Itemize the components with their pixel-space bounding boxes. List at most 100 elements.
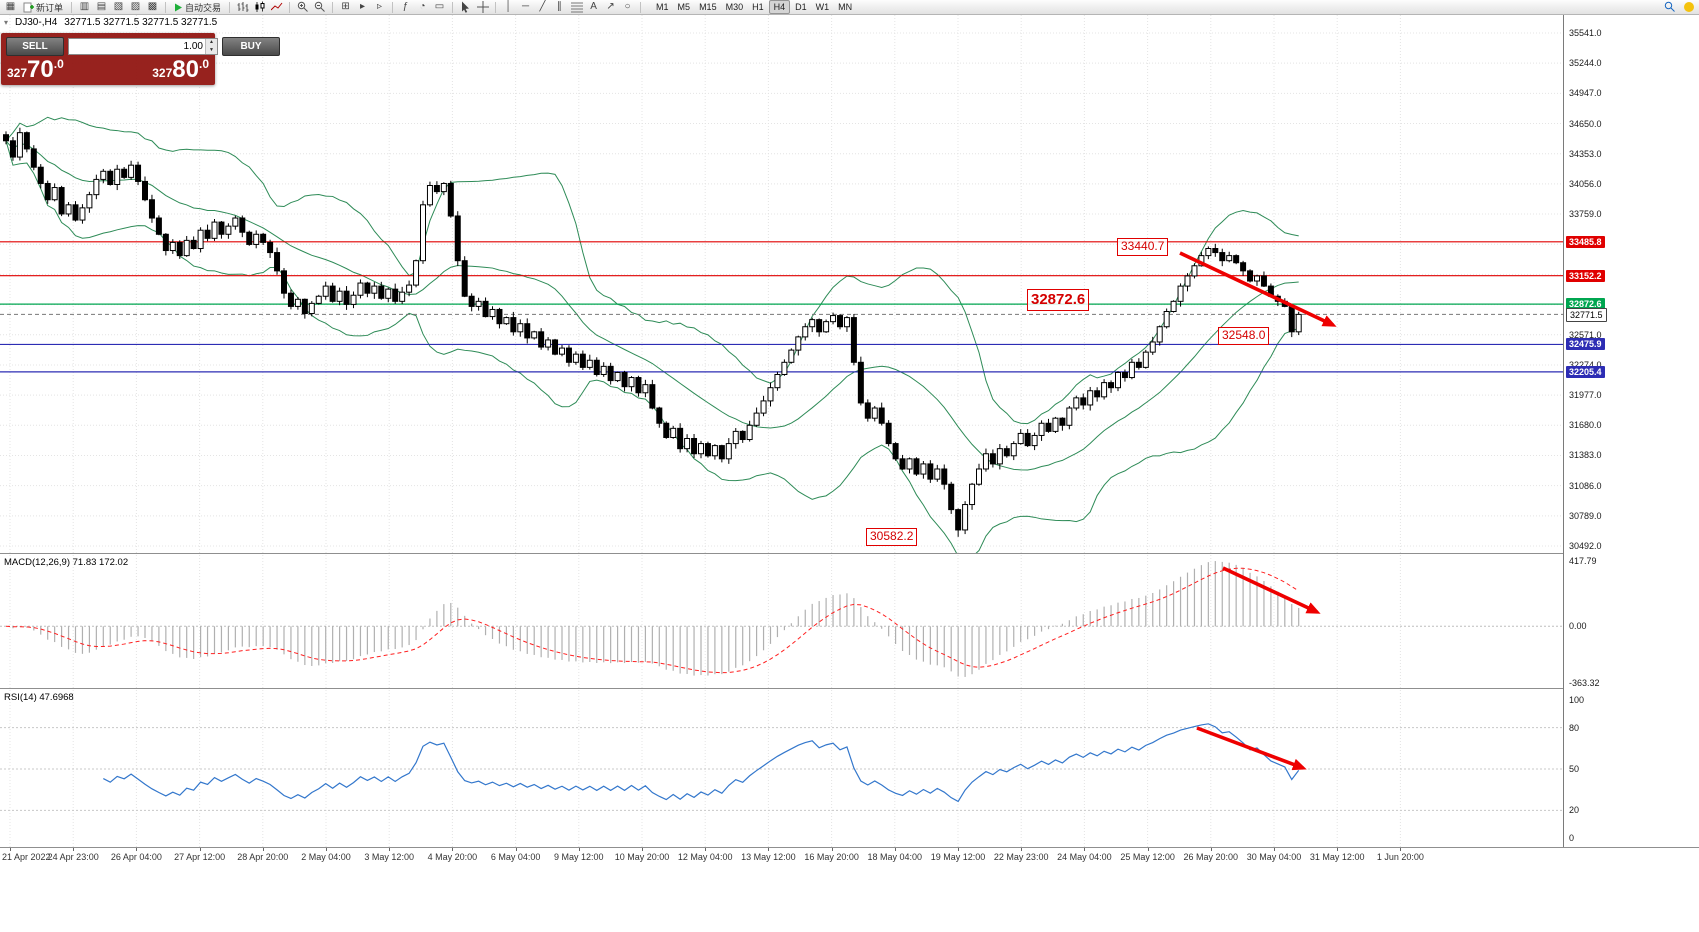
chart-title: ▾ DJ30-,H4 32771.5 32771.5 32771.5 32771… bbox=[4, 17, 217, 28]
trendline-icon[interactable]: ╱ bbox=[539, 1, 546, 12]
time-tick bbox=[1084, 848, 1086, 851]
data-window-icon[interactable]: ▤ bbox=[96, 1, 107, 12]
vertical-line-icon[interactable]: │ bbox=[505, 1, 512, 12]
timeframe-h4-button[interactable]: H4 bbox=[768, 0, 791, 14]
price-axis-label: 31977.0 bbox=[1569, 390, 1602, 401]
time-axis-label: 30 May 04:00 bbox=[1246, 852, 1302, 862]
timeframe-d1-button[interactable]: D1 bbox=[795, 2, 807, 12]
price-axis-label: 31680.0 bbox=[1569, 420, 1602, 431]
navigator-icon[interactable]: ▧ bbox=[113, 1, 124, 12]
volume-control: ▲ ▼ bbox=[68, 38, 218, 55]
price-line-badge: 32205.4 bbox=[1566, 365, 1605, 378]
community-icon[interactable] bbox=[1681, 1, 1696, 14]
time-axis-label: 3 May 12:00 bbox=[364, 852, 414, 862]
time-tick bbox=[768, 848, 770, 851]
time-tick bbox=[199, 848, 201, 851]
price-axis-label: 32274.0 bbox=[1569, 359, 1602, 370]
time-axis-label: 12 May 04:00 bbox=[677, 852, 733, 862]
rsi-axis-label: 100 bbox=[1569, 695, 1585, 705]
auto-scroll-icon[interactable]: ▸ bbox=[360, 1, 366, 12]
time-tick bbox=[1147, 848, 1149, 851]
timeframe-m1-button[interactable]: M1 bbox=[656, 2, 669, 12]
chart-shift-icon[interactable]: ▹ bbox=[377, 1, 383, 12]
rsi-axis-label: 20 bbox=[1569, 805, 1580, 816]
time-axis-label: 13 May 12:00 bbox=[741, 852, 796, 862]
zoom-out-icon[interactable] bbox=[312, 1, 327, 14]
buy-button[interactable]: BUY bbox=[222, 37, 280, 56]
volume-increase-button[interactable]: ▲ bbox=[206, 39, 217, 47]
new-order-icon bbox=[23, 2, 34, 12]
new-order-button[interactable]: 新订单 bbox=[20, 1, 66, 14]
timeframe-w1-button[interactable]: W1 bbox=[815, 2, 830, 12]
price-digits: 70 bbox=[27, 56, 54, 83]
timeframe-m15-button[interactable]: M15 bbox=[699, 2, 717, 12]
line-chart-icon[interactable] bbox=[269, 1, 284, 14]
time-tick bbox=[1337, 848, 1339, 851]
price-axis-label: 34353.0 bbox=[1569, 148, 1602, 159]
timeframe-h1-button[interactable]: H1 bbox=[752, 2, 764, 12]
time-axis[interactable]: 21 Apr 2022 24 Apr 23:00 26 Apr 04:00 27 Ap… bbox=[0, 847, 1699, 867]
macd-histogram bbox=[12, 561, 1300, 677]
rsi-panel-separator[interactable] bbox=[0, 688, 1699, 689]
templates-icon[interactable]: ▭ bbox=[434, 1, 445, 12]
text-tool-icon[interactable]: A bbox=[590, 1, 597, 12]
price-annotation[interactable]: 33440.7 bbox=[1117, 238, 1169, 256]
time-axis-label: 2 May 04:00 bbox=[301, 852, 351, 862]
price-axis-label: 31086.0 bbox=[1569, 480, 1602, 491]
rsi-axis-label: 0 bbox=[1569, 833, 1575, 843]
time-axis-label: 10 May 20:00 bbox=[614, 852, 670, 862]
tile-windows-icon[interactable]: ⊞ bbox=[341, 1, 350, 12]
macd-panel-separator[interactable] bbox=[0, 553, 1699, 554]
buy-price: 327 80.0 bbox=[152, 57, 209, 82]
rsi-indicator-label: RSI(14) 47.6968 bbox=[4, 692, 74, 703]
new-chart-icon[interactable]: ▦ bbox=[5, 1, 16, 12]
horizontal-line-icon[interactable]: ─ bbox=[521, 1, 530, 12]
price-annotation[interactable]: 32548.0 bbox=[1218, 327, 1270, 345]
strategy-tester-icon[interactable]: ▩ bbox=[147, 1, 158, 12]
price-annotation[interactable]: 32872.6 bbox=[1027, 289, 1090, 311]
price-axis-label: 35244.0 bbox=[1569, 58, 1602, 69]
market-watch-icon[interactable]: ▥ bbox=[79, 1, 90, 12]
price-annotation[interactable]: 30582.2 bbox=[866, 528, 918, 546]
indicators-icon[interactable]: ƒ bbox=[402, 1, 409, 12]
bar-chart-icon[interactable] bbox=[235, 1, 250, 14]
search-icon[interactable] bbox=[1662, 1, 1677, 14]
macd-panel[interactable] bbox=[0, 555, 1563, 688]
time-axis-label: 22 May 23:00 bbox=[993, 852, 1049, 862]
one-click-collapse-icon[interactable]: ▾ bbox=[4, 18, 9, 27]
candlestick-chart-icon[interactable] bbox=[252, 1, 267, 14]
time-tick bbox=[326, 848, 327, 851]
sell-price: 327 70.0 bbox=[7, 56, 64, 83]
timeframe-m5-button[interactable]: M5 bbox=[677, 2, 691, 12]
arrows-tool-icon[interactable]: ↗ bbox=[606, 1, 615, 12]
time-axis-label: 24 May 04:00 bbox=[1057, 852, 1112, 862]
volume-decrease-button[interactable]: ▼ bbox=[206, 46, 217, 54]
price-line-badge: 33485.8 bbox=[1566, 235, 1605, 248]
auto-trading-play-icon bbox=[175, 3, 183, 11]
timeframe-m30-button[interactable]: M30 bbox=[725, 2, 744, 12]
shapes-tool-icon[interactable]: ○ bbox=[624, 1, 631, 12]
auto-trading-button[interactable]: 自动交易 bbox=[171, 1, 224, 14]
price-digits: .0 bbox=[53, 57, 64, 71]
price-line-badge: 32872.6 bbox=[1566, 298, 1605, 311]
time-tick bbox=[705, 848, 707, 851]
fibonacci-icon[interactable] bbox=[569, 1, 584, 14]
time-tick bbox=[642, 848, 643, 851]
new-order-label: 新订单 bbox=[36, 2, 64, 13]
volume-input[interactable] bbox=[69, 39, 205, 54]
timeframe-mn-button[interactable]: MN bbox=[838, 2, 853, 12]
channel-icon[interactable]: ∥ bbox=[557, 1, 563, 12]
terminal-icon[interactable]: ▨ bbox=[130, 1, 141, 12]
main-chart-canvas[interactable] bbox=[0, 15, 1563, 553]
zoom-in-icon[interactable] bbox=[295, 1, 310, 14]
candles-layer bbox=[3, 127, 1302, 537]
cursor-icon[interactable] bbox=[458, 1, 473, 14]
periods-icon[interactable]: ◔ bbox=[419, 1, 426, 12]
bollinger-middle bbox=[5, 140, 1299, 471]
sell-button[interactable]: SELL bbox=[6, 37, 64, 56]
rsi-panel[interactable] bbox=[0, 690, 1563, 847]
price-axis[interactable]: 30492.0 30789.0 31086.0 31383.0 31680.0 31977… bbox=[1563, 15, 1699, 867]
crosshair-icon[interactable] bbox=[475, 1, 490, 14]
